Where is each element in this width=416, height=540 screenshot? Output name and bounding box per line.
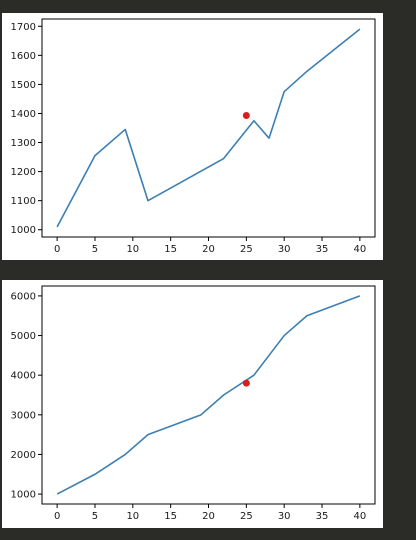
top-chart-ytick-label: 1200 bbox=[11, 167, 36, 178]
bottom-chart-xtick-label: 10 bbox=[126, 511, 139, 522]
bottom-chart-ytick-label: 2000 bbox=[11, 450, 36, 461]
bottom-chart-xtick-label: 15 bbox=[164, 511, 177, 522]
bottom-chart-xtick-label: 0 bbox=[54, 511, 60, 522]
bottom-chart-ytick-label: 4000 bbox=[11, 371, 36, 382]
bottom-chart-xtick-label: 30 bbox=[278, 511, 291, 522]
top-chart-ytick-label: 1600 bbox=[11, 51, 36, 62]
chart-panel-top: 0 5 10 15 20 25 30 35 40 1000 1100 1200 1300 1400 1500… bbox=[2, 13, 383, 260]
bottom-chart-highlight-point bbox=[242, 379, 250, 387]
top-chart-axes-frame bbox=[41, 18, 376, 238]
bottom-chart-ytick-label: 6000 bbox=[11, 291, 36, 302]
bottom-chart-xtick-label: 35 bbox=[316, 511, 329, 522]
bottom-chart-xtick-label: 20 bbox=[202, 511, 215, 522]
top-chart-xtick-label: 5 bbox=[92, 244, 98, 255]
line-chart-bottom: 0 5 10 15 20 25 30 35 40 1000 2000 3000 4000 5000 6000 bbox=[11, 285, 376, 522]
bottom-chart-xtick-label: 25 bbox=[240, 511, 253, 522]
bottom-chart-ytick-label: 5000 bbox=[11, 331, 36, 342]
top-chart-xtick-label: 30 bbox=[278, 244, 291, 255]
top-chart-ytick-label: 1700 bbox=[11, 22, 36, 33]
top-chart-ytick-label: 1100 bbox=[11, 196, 36, 207]
bottom-chart-xtick-label: 5 bbox=[92, 511, 98, 522]
top-chart-xtick-label: 20 bbox=[202, 244, 215, 255]
top-chart-highlight-point bbox=[242, 112, 250, 120]
top-chart-xtick-label: 0 bbox=[54, 244, 60, 255]
bottom-chart-axes-frame bbox=[41, 285, 376, 505]
top-chart-series-line bbox=[56, 28, 361, 228]
bottom-chart-series-line bbox=[56, 295, 361, 495]
top-chart-ytick-label: 1500 bbox=[11, 80, 36, 91]
top-chart-xtick-label: 25 bbox=[240, 244, 253, 255]
top-chart-xtick-label: 40 bbox=[353, 244, 366, 255]
top-chart-ytick-label: 1000 bbox=[11, 225, 36, 236]
top-chart-xtick-label: 15 bbox=[164, 244, 177, 255]
top-chart-ytick-label: 1300 bbox=[11, 138, 36, 149]
line-chart-top: 0 5 10 15 20 25 30 35 40 1000 1100 1200 1300 1400 1500… bbox=[11, 18, 376, 255]
chart-panel-bottom: 0 5 10 15 20 25 30 35 40 1000 2000 3000 4000 5000 6000 bbox=[2, 280, 383, 528]
top-chart-xtick-label: 35 bbox=[316, 244, 329, 255]
bottom-chart-ytick-label: 1000 bbox=[11, 490, 36, 501]
top-chart-ytick-label: 1400 bbox=[11, 109, 36, 120]
top-chart-xtick-label: 10 bbox=[126, 244, 139, 255]
bottom-chart-ytick-label: 3000 bbox=[11, 410, 36, 421]
bottom-chart-xtick-label: 40 bbox=[353, 511, 366, 522]
